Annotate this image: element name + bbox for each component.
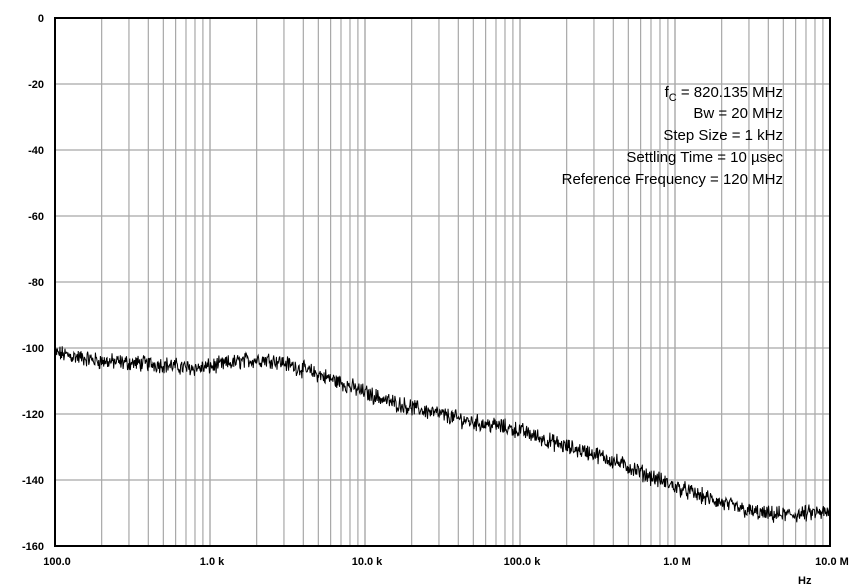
y-tick-label: -120 <box>22 409 44 421</box>
y-tick-label: -60 <box>28 211 44 223</box>
y-tick-label: -80 <box>28 277 44 289</box>
annotation-settling-time: Settling Time = 10 µsec <box>626 149 783 166</box>
x-tick-label: 10.0 k <box>352 556 383 568</box>
x-tick-label: 10.0 M <box>815 556 849 568</box>
y-tick-labels: 0 -20 -40 -60 -80 -100 -120 -140 -160 <box>22 13 44 553</box>
y-tick-label: 0 <box>38 13 44 25</box>
y-tick-label: -160 <box>22 541 44 553</box>
annotation-reference-frequency: Reference Frequency = 120 MHz <box>562 171 783 188</box>
x-tick-label: 1.0 k <box>200 556 225 568</box>
y-tick-label: -40 <box>28 145 44 157</box>
x-tick-label: 1.0 M <box>663 556 691 568</box>
annotation-step-size: Step Size = 1 kHz <box>663 127 783 144</box>
x-tick-label: 100.0 k <box>504 556 542 568</box>
x-axis-label: Hz <box>798 575 812 587</box>
x-tick-labels: 100.0 1.0 k 10.0 k 100.0 k 1.0 M 10.0 M <box>43 556 849 568</box>
noise-trace <box>54 346 831 523</box>
x-tick-label: 100.0 <box>43 556 71 568</box>
annotation-fc: fC = 820.135 MHz <box>665 84 783 104</box>
y-tick-label: -100 <box>22 343 44 355</box>
y-tick-label: -20 <box>28 79 44 91</box>
annotation-bw: Bw = 20 MHz <box>693 105 783 122</box>
grid-lines <box>55 18 830 546</box>
plot-frame <box>54 17 831 547</box>
y-tick-label: -140 <box>22 475 44 487</box>
annotation-block: fC = 820.135 MHz Bw = 20 MHz Step Size =… <box>562 84 784 188</box>
